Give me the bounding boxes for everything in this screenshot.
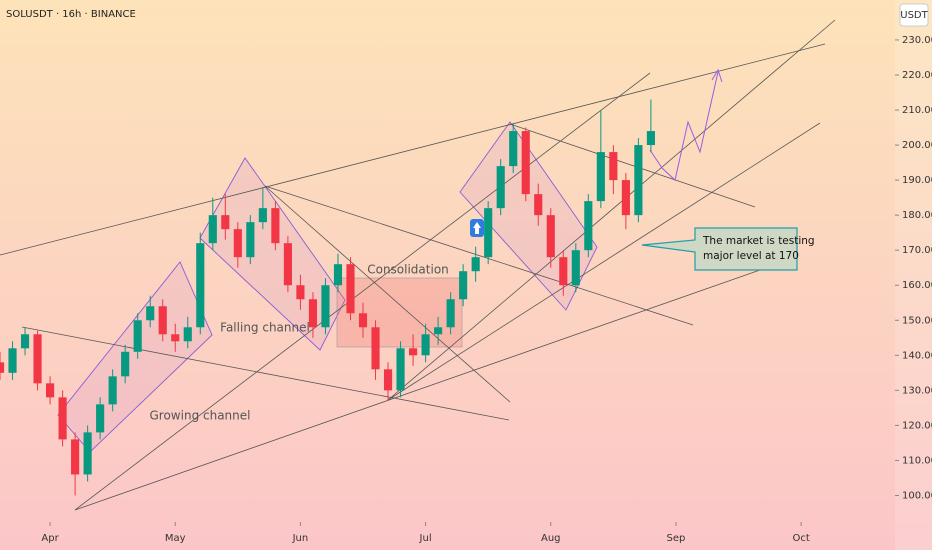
candle-body — [371, 327, 380, 370]
candle-body — [221, 215, 230, 230]
y-tick-label: 160.00 — [902, 280, 932, 291]
candle-body — [258, 208, 267, 223]
candle-body — [283, 243, 292, 286]
candle-body — [233, 229, 242, 258]
candle-body — [208, 215, 217, 244]
x-tick-label: Jul — [419, 533, 432, 544]
candle-body — [83, 432, 92, 475]
y-tick-label: 200.00 — [902, 140, 932, 151]
candle-body — [509, 131, 518, 167]
candle-body — [171, 334, 180, 342]
y-tick-label: 110.00 — [902, 455, 932, 466]
candle-body — [183, 327, 192, 342]
x-tick-label: Aug — [541, 533, 561, 544]
candle-body — [546, 215, 555, 258]
candle-body — [346, 264, 355, 314]
candle-body — [96, 404, 105, 433]
candle-body — [446, 299, 455, 328]
candle-body — [609, 152, 618, 181]
candle-body — [471, 257, 480, 272]
candle-body — [58, 397, 67, 440]
trend-line — [264, 185, 511, 403]
candle-body — [158, 306, 167, 335]
candle-body — [634, 145, 643, 216]
y-tick-label: 100.00 — [902, 490, 932, 501]
candle-body — [321, 285, 330, 328]
candle-body — [383, 369, 393, 391]
y-tick-label: 120.00 — [902, 420, 932, 431]
signal-arrow — [473, 222, 481, 234]
falling-channel-box — [199, 157, 346, 351]
annotation: Falling channel — [220, 321, 310, 335]
currency-label: USDT — [900, 10, 928, 21]
y-tick-label: 220.00 — [902, 70, 932, 81]
candle-body — [358, 313, 368, 328]
candle-body — [621, 180, 630, 216]
projection-path — [649, 71, 719, 181]
price-axis — [895, 0, 932, 550]
candle-body — [133, 320, 142, 352]
y-tick-label: 130.00 — [902, 385, 932, 396]
trend-line — [21, 326, 510, 421]
candle-body — [8, 348, 17, 373]
x-tick-label: Oct — [792, 533, 809, 544]
candle-body — [246, 222, 255, 258]
candle-body — [396, 348, 405, 391]
candle-body — [146, 306, 155, 321]
projection-arrow — [711, 68, 723, 83]
candle-body — [0, 362, 5, 373]
candle-body — [46, 383, 55, 398]
candle-body — [459, 271, 468, 300]
candle-body — [596, 152, 605, 202]
candle-body — [646, 131, 655, 146]
y-tick-label: 150.00 — [902, 315, 932, 326]
candle-body — [333, 264, 343, 286]
candle-body — [421, 334, 430, 356]
candle-body — [108, 376, 117, 405]
candle-body — [296, 285, 305, 300]
currency-badge — [899, 3, 929, 27]
candle-body — [20, 334, 30, 349]
candle-body — [196, 243, 205, 328]
candle-body — [534, 194, 543, 216]
x-tick-label: May — [165, 533, 186, 544]
candle-body — [409, 348, 418, 356]
candle-body — [521, 131, 530, 195]
chart-title: SOLUSDT · 16h · BINANCE — [6, 9, 136, 20]
candle-body — [33, 334, 42, 384]
candle-body — [559, 257, 568, 286]
candle-body — [484, 208, 493, 258]
y-tick-label: 140.00 — [902, 350, 932, 361]
candle-body — [308, 299, 318, 328]
y-tick-label: 190.00 — [902, 175, 932, 186]
annotation: Growing channel — [150, 409, 251, 423]
callout-text: major level at 170 — [703, 250, 799, 262]
callout-box — [641, 227, 798, 271]
trend-line — [0, 43, 826, 256]
trend-line — [387, 122, 821, 401]
candle-body — [121, 351, 130, 377]
y-tick-label: 180.00 — [902, 210, 932, 221]
candle-body — [496, 166, 505, 209]
y-tick-label: 210.00 — [902, 105, 932, 116]
candle-body — [571, 250, 580, 286]
trend-line — [264, 185, 694, 326]
trend-line — [509, 123, 756, 208]
candle-body — [584, 201, 593, 251]
x-tick-label: Jun — [292, 533, 309, 544]
candle-body — [271, 208, 280, 244]
candle-body — [71, 439, 80, 475]
annotation: Consolidation — [367, 263, 449, 277]
trend-line — [74, 72, 651, 511]
trend-line — [387, 19, 836, 401]
candle-body — [434, 327, 443, 335]
y-tick-label: 230.00 — [902, 35, 932, 46]
consolidation-box — [336, 277, 463, 348]
x-tick-label: Sep — [667, 533, 686, 544]
x-tick-label: Apr — [41, 533, 59, 544]
callout-text: The market is testing — [702, 235, 815, 247]
y-tick-label: 170.00 — [902, 245, 932, 256]
